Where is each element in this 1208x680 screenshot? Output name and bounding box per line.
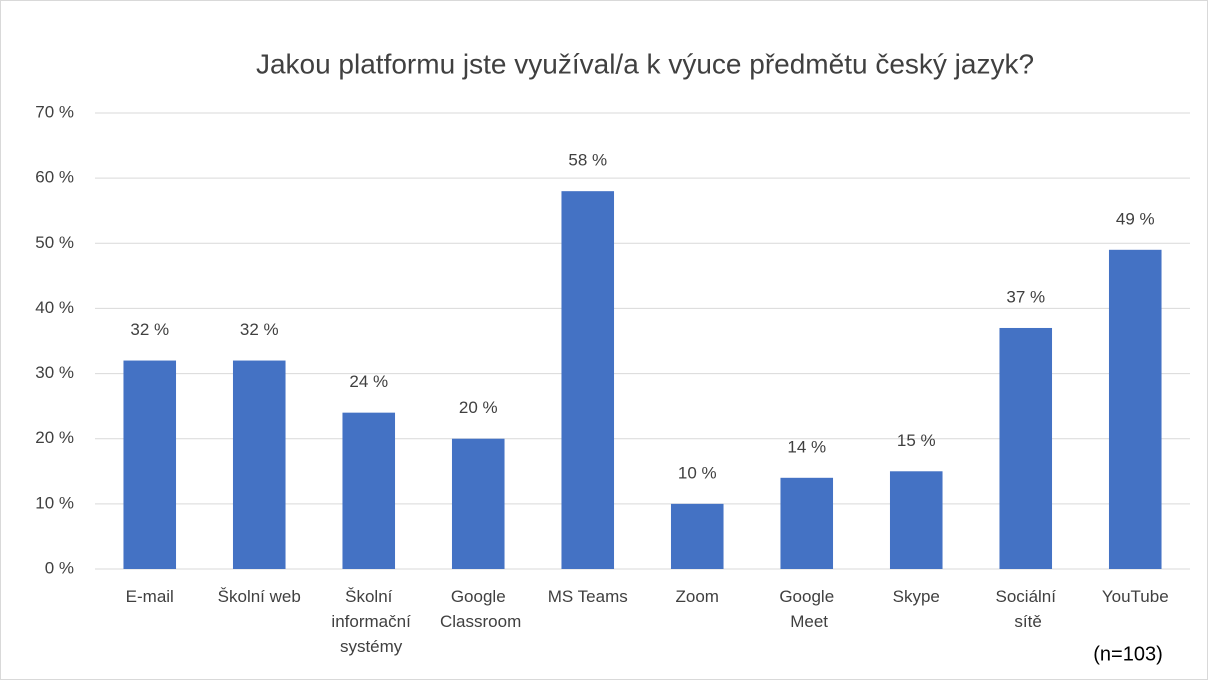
bar [232,360,286,569]
bar [561,191,615,569]
bar [123,360,177,569]
y-tick-label: 50 % [35,233,74,252]
data-label: 32 % [130,320,169,339]
bar [889,471,943,569]
data-label: 20 % [459,398,498,417]
y-tick-label: 60 % [35,168,74,187]
data-label: 37 % [1006,287,1045,306]
x-tick-label: YouTube [1102,587,1169,606]
annotation: (n=103) [1093,643,1163,665]
x-tick-label: Školní informační systémy [327,587,411,656]
bar [780,477,834,569]
x-tick-label: E-mail [126,587,174,606]
x-tick-label: Google Classroom [435,587,521,631]
y-tick-label: 20 % [35,428,74,447]
x-tick-label: Zoom [676,587,719,606]
data-label: 49 % [1116,209,1155,228]
x-tick-label: Skype [893,587,940,606]
data-label: 24 % [349,372,388,391]
y-tick-label: 0 % [45,558,74,577]
data-label: 15 % [897,431,936,450]
bar [1108,249,1162,570]
y-tick-label: 70 % [35,102,74,121]
bar [342,412,396,569]
data-label: 10 % [678,463,717,482]
y-tick-label: 30 % [35,363,74,382]
bar [999,327,1053,569]
y-tick-label: 10 % [35,493,74,512]
data-label: 14 % [787,437,826,456]
bar [670,503,724,569]
x-tick-label: Sociální sítě [996,587,1057,631]
x-tick-label: Školní web [218,587,301,606]
data-label: 58 % [568,151,607,170]
y-tick-label: 40 % [35,298,74,317]
bar [451,438,505,569]
data-label: 32 % [240,320,279,339]
chart-title: Jakou platformu jste využíval/a k výuce … [256,48,1034,79]
x-tick-label: Google Meet [779,587,834,631]
x-tick-label: MS Teams [548,587,628,606]
